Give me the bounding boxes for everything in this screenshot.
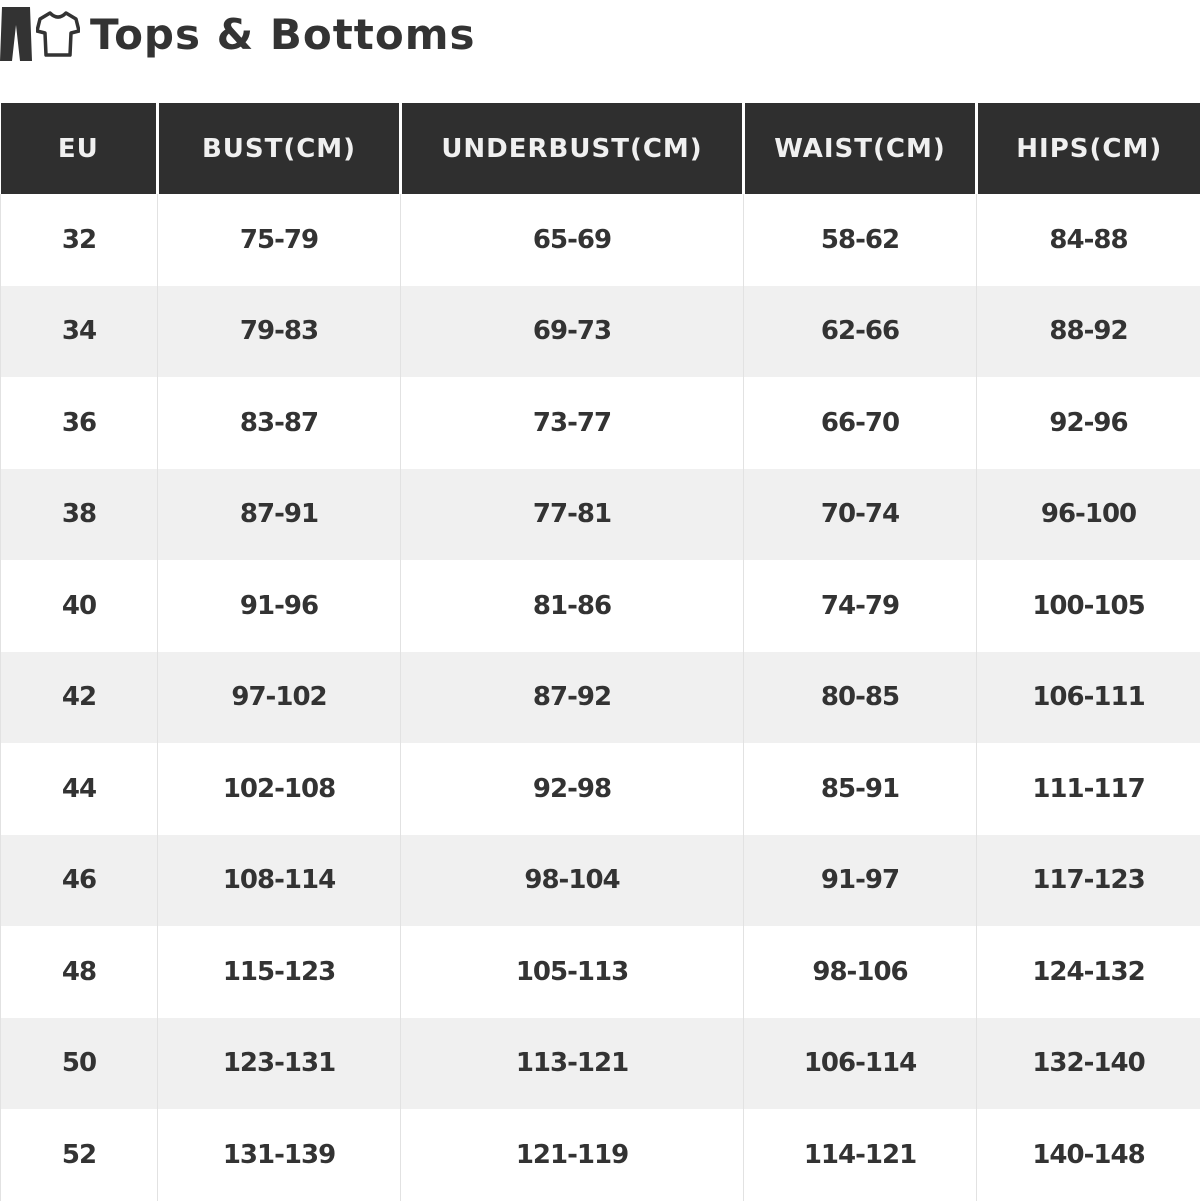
table-cell: 38 xyxy=(1,469,158,561)
table-cell: 40 xyxy=(1,560,158,652)
table-cell: 62-66 xyxy=(744,286,977,378)
table-cell: 73-77 xyxy=(401,377,744,469)
table-cell: 50 xyxy=(1,1018,158,1110)
table-cell: 48 xyxy=(1,926,158,1018)
tshirt-icon xyxy=(36,9,80,59)
table-cell: 131-139 xyxy=(158,1109,401,1201)
table-cell: 46 xyxy=(1,835,158,927)
table-cell: 97-102 xyxy=(158,652,401,744)
table-cell: 124-132 xyxy=(977,926,1200,1018)
table-cell: 132-140 xyxy=(977,1018,1200,1110)
table-cell: 123-131 xyxy=(158,1018,401,1110)
table-cell: 65-69 xyxy=(401,194,744,286)
table-cell: 106-111 xyxy=(977,652,1200,744)
table-cell: 88-92 xyxy=(977,286,1200,378)
table-cell: 114-121 xyxy=(744,1109,977,1201)
table-cell: 98-104 xyxy=(401,835,744,927)
table-cell: 106-114 xyxy=(744,1018,977,1110)
table-cell: 108-114 xyxy=(158,835,401,927)
table-cell: 77-81 xyxy=(401,469,744,561)
column-header: BUST(CM) xyxy=(158,103,401,194)
table-cell: 74-79 xyxy=(744,560,977,652)
table-cell: 87-91 xyxy=(158,469,401,561)
table-cell: 79-83 xyxy=(158,286,401,378)
table-cell: 69-73 xyxy=(401,286,744,378)
table-cell: 100-105 xyxy=(977,560,1200,652)
table-cell: 34 xyxy=(1,286,158,378)
table-cell: 84-88 xyxy=(977,194,1200,286)
page-title: Tops & Bottoms xyxy=(90,10,476,59)
column-header: EU xyxy=(1,103,158,194)
table-cell: 36 xyxy=(1,377,158,469)
table-cell: 96-100 xyxy=(977,469,1200,561)
table-cell: 42 xyxy=(1,652,158,744)
pants-icon xyxy=(0,5,34,63)
table-cell: 85-91 xyxy=(744,743,977,835)
table-cell: 58-62 xyxy=(744,194,977,286)
table-cell: 121-119 xyxy=(401,1109,744,1201)
table-cell: 140-148 xyxy=(977,1109,1200,1201)
table-cell: 98-106 xyxy=(744,926,977,1018)
table-cell: 105-113 xyxy=(401,926,744,1018)
table-cell: 70-74 xyxy=(744,469,977,561)
table-cell: 92-96 xyxy=(977,377,1200,469)
table-cell: 83-87 xyxy=(158,377,401,469)
column-header: HIPS(CM) xyxy=(977,103,1200,194)
table-cell: 117-123 xyxy=(977,835,1200,927)
table-cell: 92-98 xyxy=(401,743,744,835)
table-cell: 91-96 xyxy=(158,560,401,652)
table-cell: 113-121 xyxy=(401,1018,744,1110)
table-cell: 75-79 xyxy=(158,194,401,286)
table-cell: 32 xyxy=(1,194,158,286)
table-cell: 102-108 xyxy=(158,743,401,835)
table-cell: 111-117 xyxy=(977,743,1200,835)
table-cell: 91-97 xyxy=(744,835,977,927)
table-cell: 44 xyxy=(1,743,158,835)
table-cell: 66-70 xyxy=(744,377,977,469)
section-title: Tops & Bottoms xyxy=(0,4,476,64)
table-cell: 115-123 xyxy=(158,926,401,1018)
table-cell: 52 xyxy=(1,1109,158,1201)
table-cell: 87-92 xyxy=(401,652,744,744)
table-cell: 81-86 xyxy=(401,560,744,652)
column-header: UNDERBUST(CM) xyxy=(401,103,744,194)
column-header: WAIST(CM) xyxy=(744,103,977,194)
table-cell: 80-85 xyxy=(744,652,977,744)
